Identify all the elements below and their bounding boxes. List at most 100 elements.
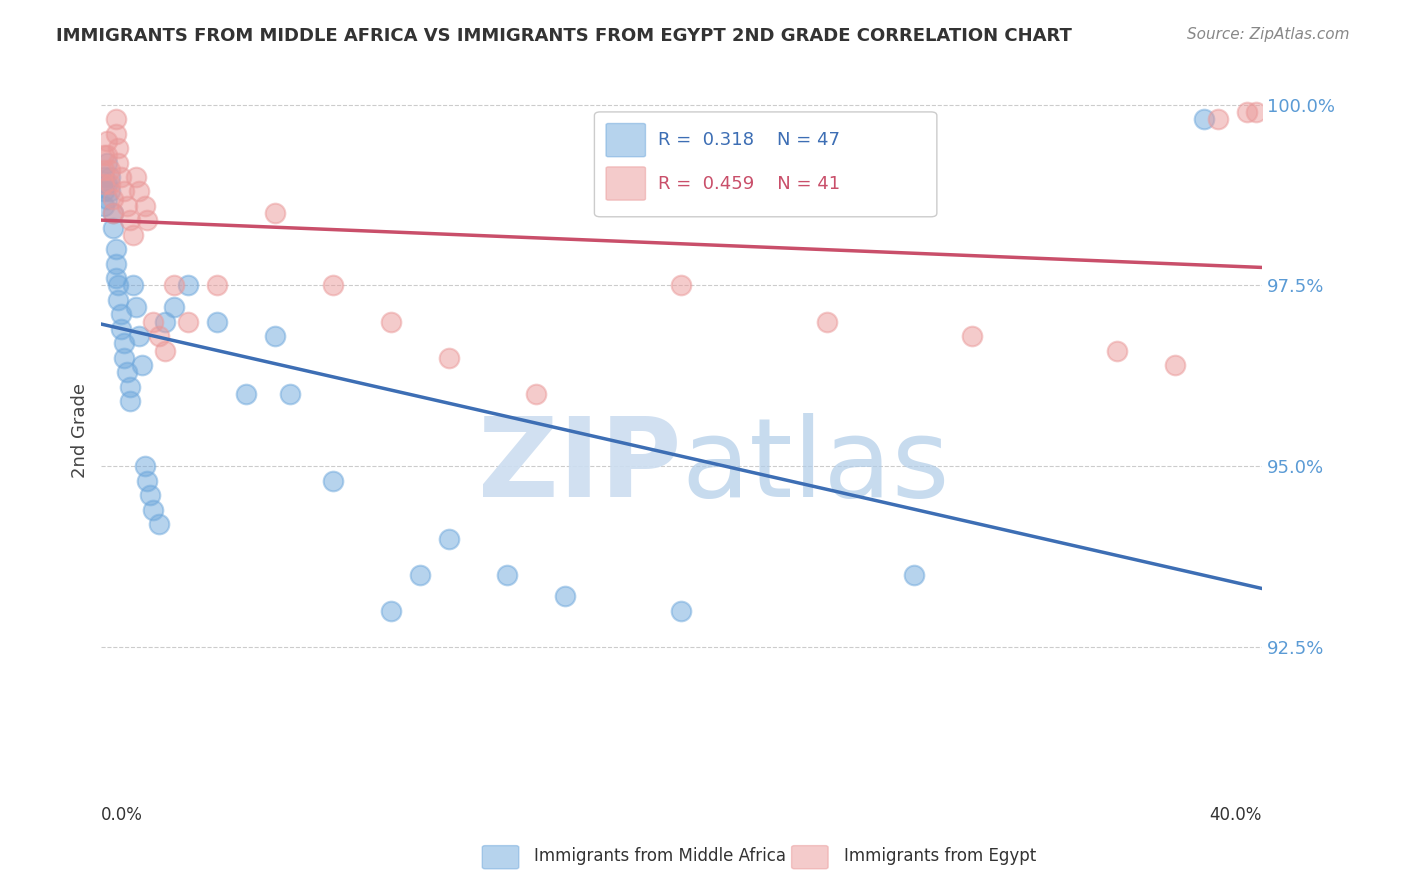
Point xyxy=(115,365,138,379)
Text: Immigrants from Middle Africa: Immigrants from Middle Africa xyxy=(534,847,786,865)
Point xyxy=(162,278,184,293)
Point xyxy=(278,387,301,401)
Point xyxy=(139,488,162,502)
Point xyxy=(98,185,121,199)
Text: 40.0%: 40.0% xyxy=(1209,806,1263,824)
Point xyxy=(153,343,176,358)
Text: Immigrants from Egypt: Immigrants from Egypt xyxy=(844,847,1036,865)
Point xyxy=(96,134,118,148)
Point xyxy=(128,329,150,343)
Point xyxy=(112,351,135,365)
Point xyxy=(120,380,142,394)
Point xyxy=(101,220,124,235)
Point xyxy=(110,322,132,336)
Point xyxy=(104,243,127,257)
Point xyxy=(177,278,200,293)
Point xyxy=(93,199,115,213)
Point xyxy=(235,387,257,401)
Point xyxy=(1244,104,1267,119)
Point xyxy=(115,199,138,213)
Point xyxy=(1164,358,1187,372)
Point xyxy=(104,271,127,285)
Point xyxy=(148,517,170,532)
Point xyxy=(671,278,693,293)
Point xyxy=(98,162,121,177)
Point xyxy=(101,192,124,206)
Text: ZIP: ZIP xyxy=(478,413,682,520)
Point xyxy=(107,141,129,155)
Point xyxy=(134,199,156,213)
Point xyxy=(93,148,115,162)
Point xyxy=(380,315,402,329)
Point xyxy=(96,178,118,192)
Point xyxy=(122,278,145,293)
Point xyxy=(96,155,118,169)
Point xyxy=(104,112,127,127)
Point xyxy=(815,315,838,329)
Point xyxy=(264,206,287,220)
Point xyxy=(142,502,165,516)
Point xyxy=(1105,343,1128,358)
Point xyxy=(93,162,115,177)
Text: atlas: atlas xyxy=(682,413,950,520)
Point xyxy=(524,387,547,401)
Point xyxy=(148,329,170,343)
Point xyxy=(671,604,693,618)
Point xyxy=(98,169,121,184)
Point xyxy=(128,185,150,199)
Point xyxy=(120,213,142,227)
Point xyxy=(1192,112,1215,127)
Point xyxy=(93,178,115,192)
Point xyxy=(122,227,145,242)
Text: Source: ZipAtlas.com: Source: ZipAtlas.com xyxy=(1187,27,1350,42)
Point xyxy=(1208,112,1230,127)
Point xyxy=(205,278,228,293)
Point xyxy=(264,329,287,343)
Point xyxy=(554,590,576,604)
Point xyxy=(125,300,148,314)
Point xyxy=(98,178,121,192)
Point xyxy=(439,532,461,546)
Point xyxy=(93,169,115,184)
Point xyxy=(136,474,159,488)
Point xyxy=(110,169,132,184)
Point xyxy=(409,567,432,582)
Point xyxy=(101,206,124,220)
Point xyxy=(107,278,129,293)
Point xyxy=(322,474,344,488)
Point xyxy=(101,206,124,220)
Point xyxy=(380,604,402,618)
Point xyxy=(104,257,127,271)
Point xyxy=(177,315,200,329)
Text: R =  0.318    N = 47: R = 0.318 N = 47 xyxy=(658,131,841,149)
Point xyxy=(110,307,132,321)
Point xyxy=(93,185,115,199)
Point xyxy=(96,192,118,206)
Point xyxy=(107,293,129,307)
Y-axis label: 2nd Grade: 2nd Grade xyxy=(72,383,89,477)
Point xyxy=(153,315,176,329)
FancyBboxPatch shape xyxy=(595,112,936,217)
Point xyxy=(960,329,983,343)
Text: 0.0%: 0.0% xyxy=(101,806,143,824)
Point xyxy=(136,213,159,227)
Point xyxy=(496,567,519,582)
Point xyxy=(439,351,461,365)
Point xyxy=(134,459,156,474)
Point xyxy=(142,315,165,329)
Point xyxy=(112,336,135,351)
Point xyxy=(104,127,127,141)
Text: R =  0.459    N = 41: R = 0.459 N = 41 xyxy=(658,175,841,193)
Point xyxy=(322,278,344,293)
FancyBboxPatch shape xyxy=(606,167,645,200)
FancyBboxPatch shape xyxy=(606,123,645,157)
Point xyxy=(120,394,142,409)
Point xyxy=(112,185,135,199)
Point xyxy=(107,155,129,169)
Point xyxy=(96,148,118,162)
Point xyxy=(903,567,925,582)
Point xyxy=(125,169,148,184)
Point xyxy=(131,358,153,372)
Point xyxy=(1236,104,1258,119)
Text: IMMIGRANTS FROM MIDDLE AFRICA VS IMMIGRANTS FROM EGYPT 2ND GRADE CORRELATION CHA: IMMIGRANTS FROM MIDDLE AFRICA VS IMMIGRA… xyxy=(56,27,1073,45)
